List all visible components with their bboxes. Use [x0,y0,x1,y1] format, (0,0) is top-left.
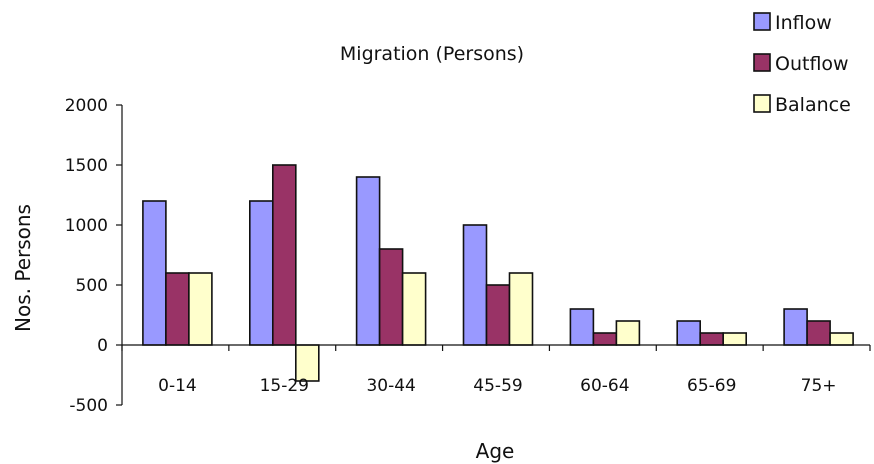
y-tick-label: 1500 [65,156,108,176]
bars-layer [142,164,854,382]
bar-inflow-75+ [783,308,808,346]
y-tick-label: 2000 [65,96,108,116]
axes-layer: -500 0 500 1000 1500 2000 0-14 15-29 30-44 45-59 6… [65,96,871,416]
y-tick-label: 0 [97,336,108,356]
bar-outflow-75+ [806,320,831,346]
bar-outflow-65-69 [699,332,725,346]
y-axis-label: Nos. Persons [11,204,35,332]
x-tick-label: 15-29 [260,376,309,396]
legend-label-balance: Balance [775,94,851,116]
legend-swatch-inflow [753,12,771,31]
legend-label-inflow: Inflow [775,12,832,34]
bar-balance-45-59 [508,272,534,346]
bar-inflow-65-69 [676,320,702,346]
legend-swatch-balance [753,94,771,113]
bar-inflow-0-14 [142,200,167,346]
legend: Inflow Outflow Balance [753,12,851,116]
x-tick-label: 75+ [801,376,837,396]
bar-inflow-45-59 [462,224,488,346]
bar-outflow-45-59 [485,284,511,346]
bar-outflow-0-14 [165,272,190,346]
bar-outflow-15-29 [271,164,297,346]
bar-balance-0-14 [188,272,213,346]
bar-inflow-30-44 [355,176,381,346]
bar-balance-75+ [829,332,854,346]
legend-swatch-outflow [753,53,771,72]
bar-balance-30-44 [401,272,427,346]
x-axis-label: Age [476,439,515,463]
y-tick-label: 500 [76,276,108,296]
x-tick-label: 65-69 [687,376,736,396]
x-tick-label: 60-64 [580,376,629,396]
x-tick-label: 30-44 [366,376,415,396]
bar-outflow-60-64 [592,332,618,346]
x-tick-label: 0-14 [158,376,197,396]
bar-inflow-15-29 [249,200,274,346]
legend-label-outflow: Outflow [775,53,849,75]
y-tick-label: 1000 [65,216,108,236]
y-tick-label: -500 [69,396,108,416]
bar-balance-65-69 [722,332,748,346]
chart-title: Migration (Persons) [340,43,524,65]
x-tick-label: 45-59 [473,376,522,396]
bar-outflow-30-44 [378,248,404,346]
bar-inflow-60-64 [569,308,595,346]
bar-balance-60-64 [615,320,641,346]
